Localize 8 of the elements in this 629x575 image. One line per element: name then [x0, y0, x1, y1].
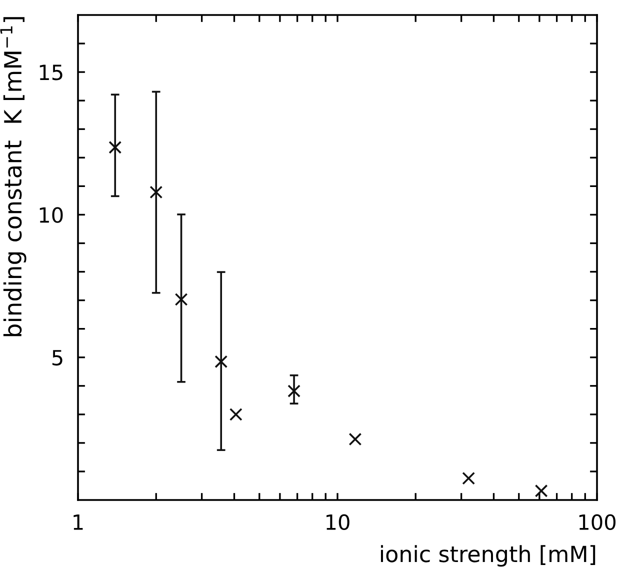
y-tick-label: 5	[52, 350, 62, 366]
x-tick-label: 1	[74, 514, 83, 530]
y-axis-title: binding constant K [mM$^{−1}$]	[0, 17, 26, 336]
x-tick-label: 10	[326, 514, 350, 530]
x-axis-title: ionic strength [mM]	[380, 545, 596, 567]
y-tick-label: 10	[40, 207, 63, 223]
x-tick-label: 100	[579, 514, 616, 530]
y-tick-label: 15	[40, 64, 62, 80]
